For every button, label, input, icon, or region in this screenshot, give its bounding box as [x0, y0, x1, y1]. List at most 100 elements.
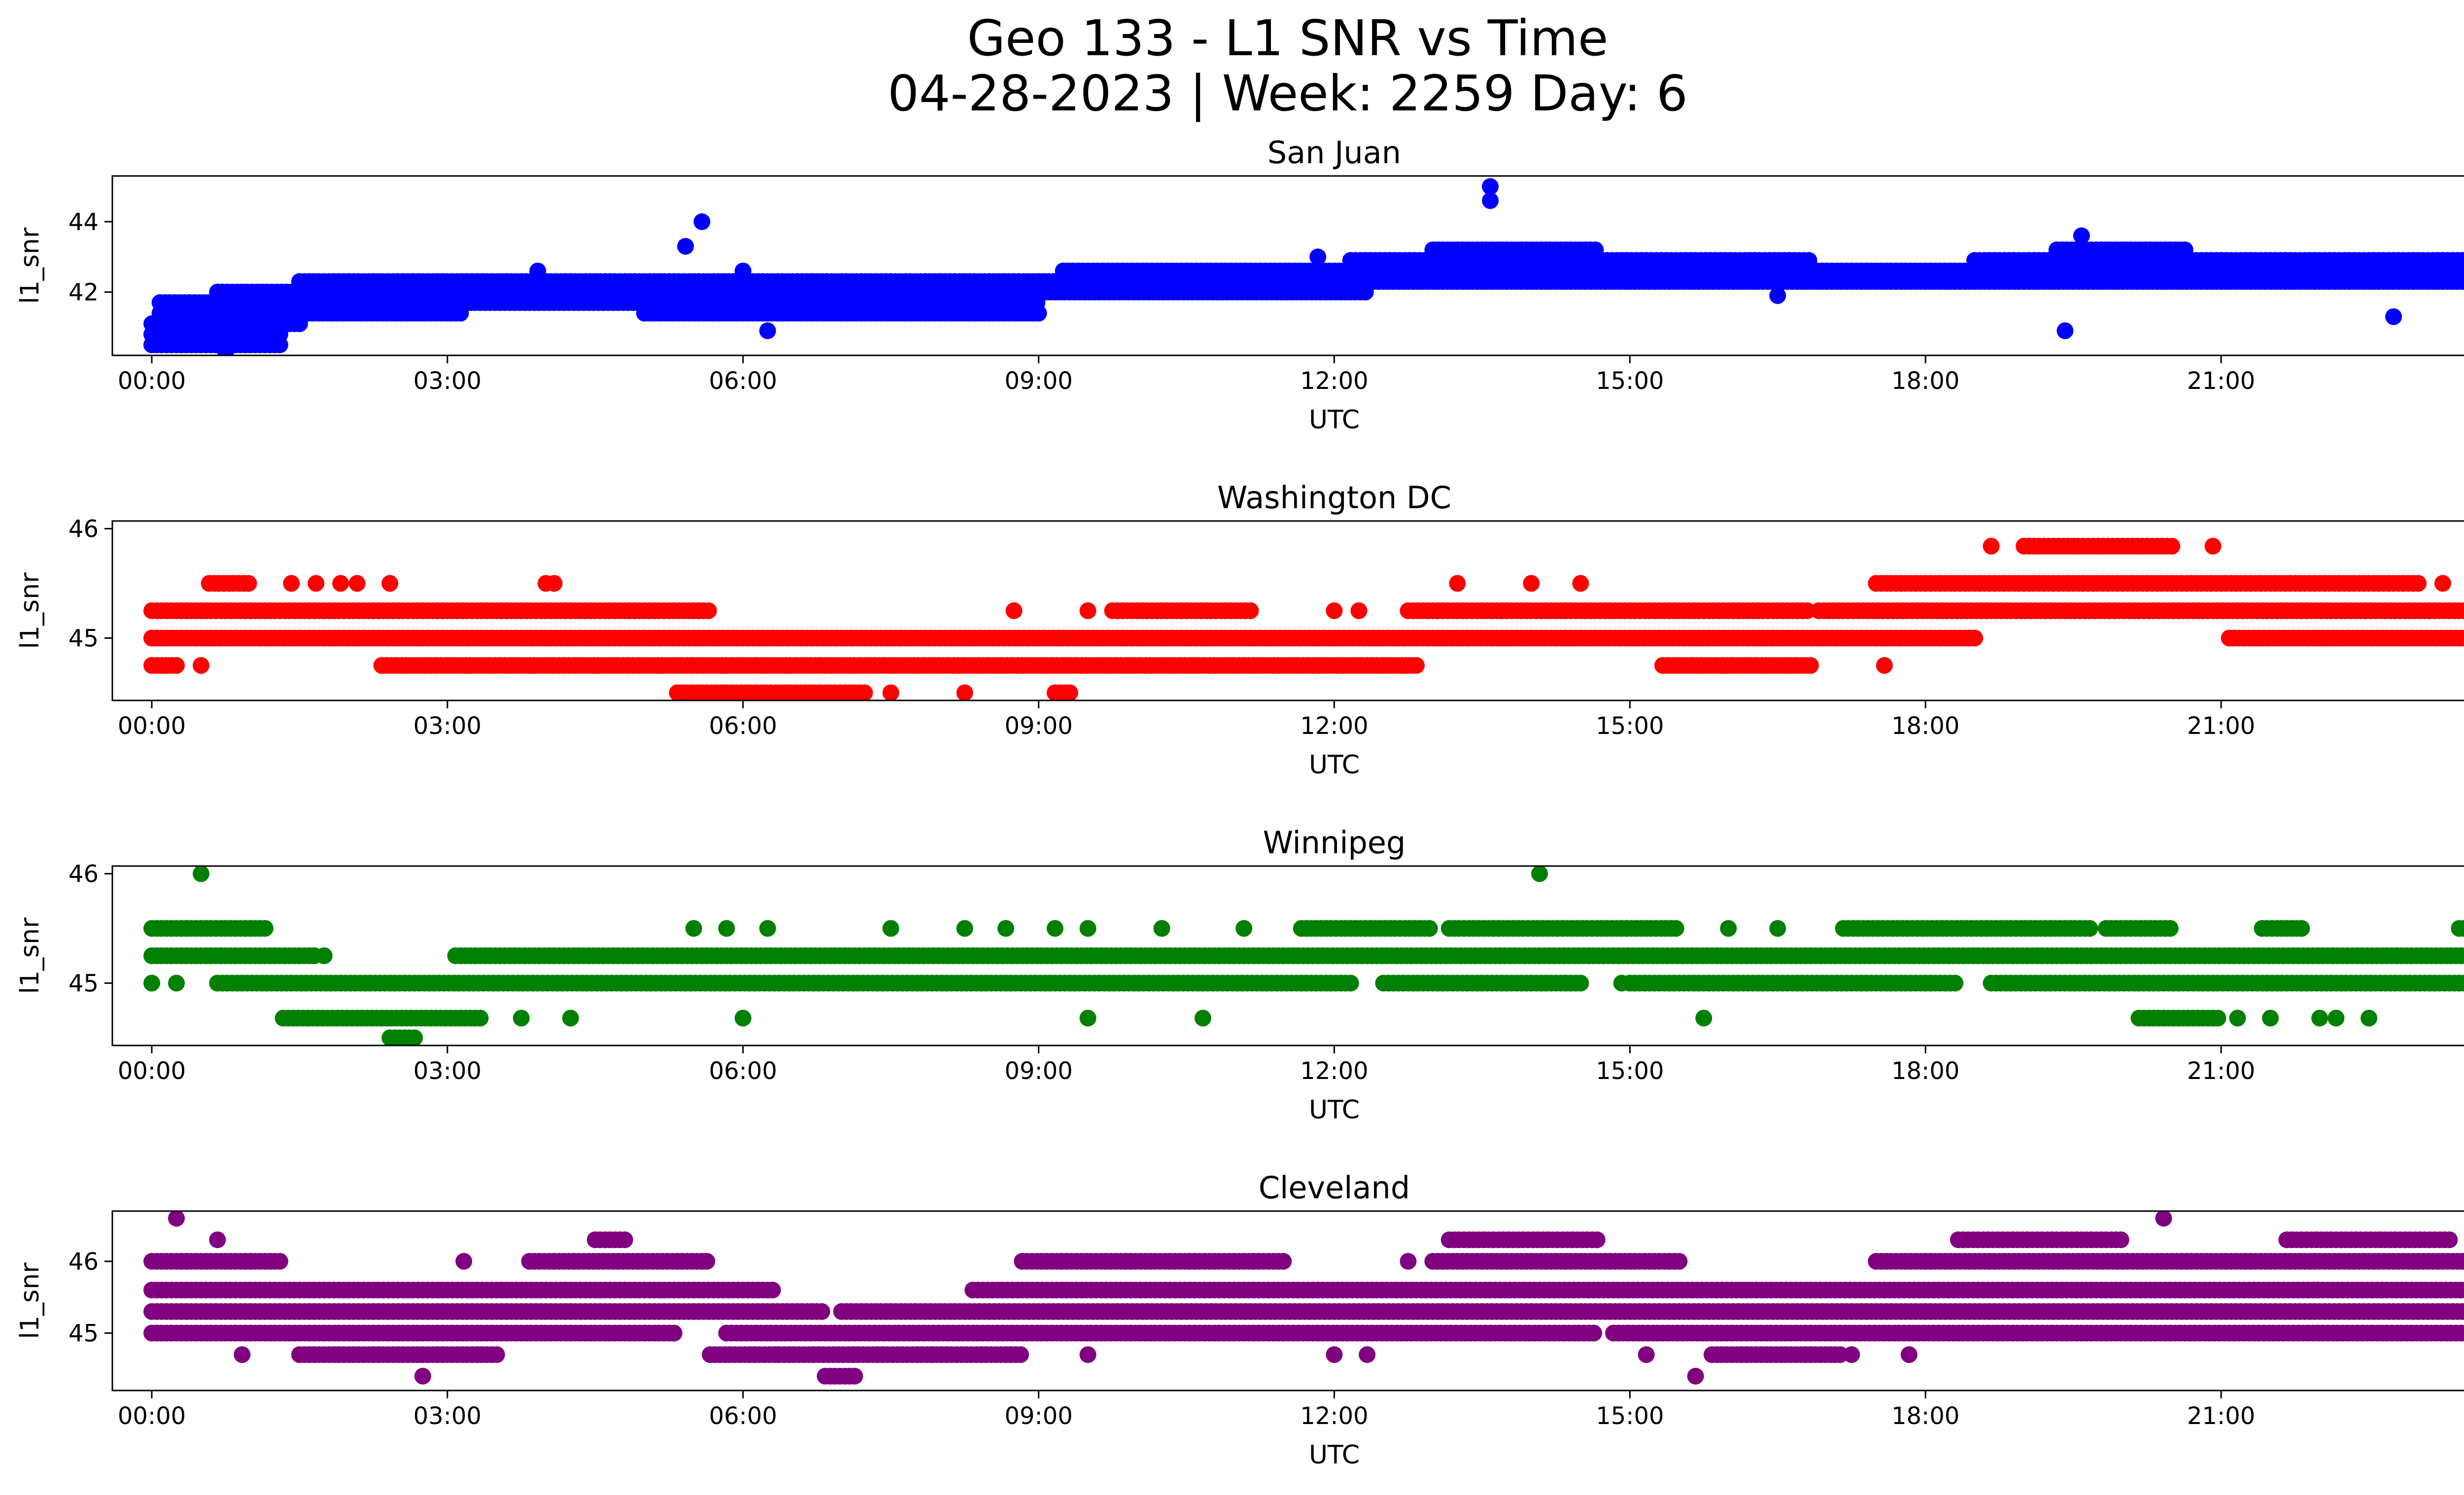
- data-point: [1572, 575, 1589, 592]
- data-point: [2461, 604, 2464, 618]
- x-tick-label: 00:00: [118, 1057, 186, 1085]
- data-point: [1482, 192, 1499, 209]
- data-point: [1482, 178, 1499, 195]
- data-point: [1449, 575, 1466, 592]
- x-tick-label: 18:00: [1891, 712, 1959, 740]
- subplot-title: Cleveland: [1259, 1170, 1410, 1206]
- data-point: [1079, 1009, 1096, 1027]
- data-point: [1342, 974, 1359, 992]
- x-axis-label: UTC: [1309, 1095, 1360, 1125]
- x-tick-label: 09:00: [1004, 367, 1072, 395]
- x-axis-label: UTC: [1309, 405, 1360, 435]
- data-point: [2410, 575, 2427, 592]
- data-point: [1046, 920, 1063, 937]
- x-tick-label: 18:00: [1891, 1057, 1959, 1085]
- data-point: [856, 684, 873, 700]
- data-point: [406, 1029, 423, 1045]
- data-point: [2385, 308, 2402, 325]
- y-axis-label: l1_snr: [15, 917, 45, 994]
- data-point: [1966, 629, 1984, 647]
- data-point: [529, 262, 547, 279]
- data-point: [2293, 920, 2310, 937]
- data-point: [2361, 1009, 2378, 1027]
- figure-title-line1: Geo 133 - L1 SNR vs Time: [967, 9, 1608, 67]
- data-point: [1242, 602, 1259, 619]
- data-point: [1769, 287, 1786, 304]
- data-point: [882, 920, 899, 937]
- x-tick-label: 15:00: [1596, 712, 1664, 740]
- x-axis-label: UTC: [1309, 750, 1360, 780]
- scatter-points: [143, 538, 2464, 700]
- y-tick-label: 45: [68, 970, 99, 997]
- figure-title-line2: 04-28-2023 | Week: 2259 Day: 6: [888, 65, 1688, 122]
- data-point: [1667, 920, 1684, 937]
- data-point: [734, 262, 752, 279]
- data-point: [143, 974, 160, 992]
- data-point: [168, 974, 185, 992]
- data-point: [1079, 602, 1096, 619]
- x-tick-label: 06:00: [709, 367, 777, 395]
- data-point: [2461, 922, 2464, 935]
- scatter-points: [143, 866, 2464, 1045]
- data-point: [665, 1324, 683, 1342]
- data-point: [1613, 974, 1630, 992]
- data-point: [2461, 976, 2464, 990]
- x-tick-label: 06:00: [709, 712, 777, 740]
- data-point: [1408, 657, 1425, 674]
- x-tick-label: 00:00: [118, 367, 186, 395]
- y-axis-label: l1_snr: [15, 227, 45, 304]
- data-point: [718, 920, 735, 937]
- data-point: [2311, 1009, 2328, 1027]
- data-point: [2462, 950, 2464, 961]
- data-point: [956, 684, 973, 700]
- data-point: [2434, 575, 2451, 592]
- data-point: [1876, 657, 1893, 674]
- data-point: [1769, 920, 1786, 937]
- data-point: [759, 322, 776, 339]
- subplot-title: Washington DC: [1217, 480, 1451, 516]
- y-tick-label: 46: [68, 861, 99, 888]
- x-tick-label: 12:00: [1300, 1057, 1368, 1085]
- data-point: [759, 920, 776, 937]
- data-point: [1947, 974, 1964, 992]
- y-tick-label: 44: [68, 209, 99, 236]
- data-point: [1421, 920, 1438, 937]
- data-point: [193, 866, 209, 882]
- data-point: [546, 575, 563, 592]
- data-point: [2204, 538, 2222, 555]
- data-point: [1531, 866, 1548, 882]
- data-point: [1005, 602, 1023, 619]
- data-point: [1585, 1324, 1603, 1342]
- data-point: [2327, 1009, 2345, 1027]
- scatter-points: [143, 178, 2464, 355]
- scatter-points: [143, 1211, 2464, 1385]
- data-point: [2209, 1009, 2226, 1027]
- data-point: [1326, 602, 1343, 619]
- data-point: [685, 920, 702, 937]
- data-point: [700, 602, 717, 619]
- data-point: [1079, 920, 1096, 937]
- data-point: [1523, 575, 1540, 592]
- x-tick-label: 15:00: [1596, 367, 1664, 395]
- data-point: [1012, 1346, 1029, 1363]
- x-tick-label: 03:00: [413, 1057, 481, 1085]
- y-tick-label: 46: [68, 516, 99, 543]
- data-point: [472, 1009, 489, 1027]
- data-point: [1800, 252, 1817, 269]
- data-point: [315, 947, 333, 964]
- data-point: [1832, 1346, 1848, 1363]
- data-point: [2161, 920, 2179, 937]
- data-point: [813, 1303, 830, 1320]
- x-tick-label: 00:00: [118, 712, 186, 740]
- data-point: [1572, 974, 1589, 992]
- data-point: [1350, 602, 1368, 619]
- data-point: [513, 1009, 530, 1027]
- data-point: [240, 575, 257, 592]
- data-point: [693, 213, 711, 230]
- data-point: [956, 920, 973, 937]
- x-tick-label: 03:00: [413, 712, 481, 740]
- data-point: [256, 920, 274, 937]
